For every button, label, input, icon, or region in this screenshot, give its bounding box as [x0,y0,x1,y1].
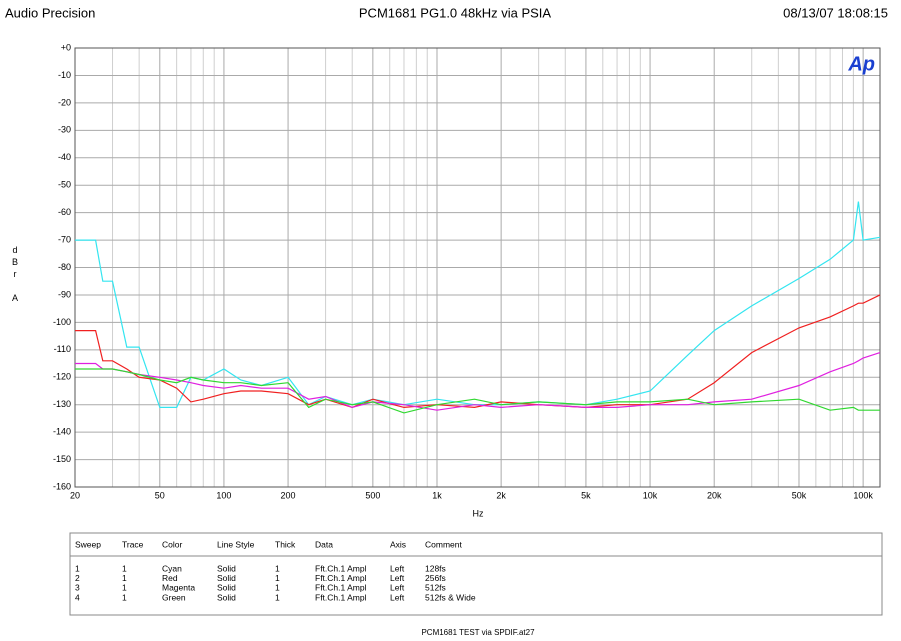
legend-header: Data [315,539,333,549]
legend-cell: Solid [217,583,236,593]
y-tick-label: +0 [61,42,71,52]
series-line [75,368,880,414]
legend-header: Color [162,539,182,549]
y-tick-label: -130 [53,399,71,409]
y-axis-label: dBr A [10,245,20,305]
x-tick-label: 10k [643,490,658,500]
date: 08/13/07 18:08:15 [783,5,888,20]
y-tick-label: -20 [58,97,71,107]
legend-cell: 1 [122,563,127,573]
legend-cell: 1 [275,583,280,593]
x-tick-label: 100 [216,490,231,500]
legend-cell: Fft.Ch.1 Ampl [315,583,367,593]
x-tick-label: 2k [496,490,506,500]
legend-header: Axis [390,539,406,549]
legend-comment: 512fs & Wide [425,592,476,602]
y-tick-label: -60 [58,207,71,217]
legend-header: Sweep [75,539,101,549]
legend-cell: Fft.Ch.1 Ampl [315,592,367,602]
legend-cell: Cyan [162,563,182,573]
x-tick-label: 5k [581,490,591,500]
footer: PCM1681 TEST via SPDIF.at27 [421,628,535,637]
y-tick-label: -120 [53,372,71,382]
x-tick-label: 20 [70,490,80,500]
legend-cell: Magenta [162,583,195,593]
legend-cell: Fft.Ch.1 Ampl [315,563,367,573]
legend-cell: 1 [275,563,280,573]
series-line [75,201,881,408]
legend-cell: Fft.Ch.1 Ampl [315,573,367,583]
legend-comment: 512fs [425,583,446,593]
y-tick-label: -100 [53,317,71,327]
legend-cell: Left [390,583,405,593]
legend-cell: Solid [217,563,236,573]
legend-cell: 1 [275,573,280,583]
series-line [75,294,881,409]
y-tick-label: -140 [53,427,71,437]
y-tick-label: -80 [58,262,71,272]
legend-cell: 1 [275,592,280,602]
x-tick-label: 50 [155,490,165,500]
legend-cell: Red [162,573,178,583]
y-tick-label: -110 [54,344,71,354]
legend-cell: 4 [75,592,80,602]
legend-cell: Left [390,573,405,583]
legend-header: Trace [122,539,144,549]
legend-cell: 1 [122,583,127,593]
y-tick-label: -70 [58,234,71,244]
x-tick-label: 100k [853,490,873,500]
y-tick-label: -160 [53,481,71,491]
legend-cell: Solid [217,592,236,602]
legend-header: Line Style [217,539,255,549]
legend-cell: 1 [122,592,127,602]
legend-cell: Green [162,592,186,602]
x-tick-label: 1k [432,490,442,500]
legend-cell: Left [390,592,405,602]
legend-comment: 128fs [425,563,446,573]
y-tick-label: -90 [58,289,71,299]
x-tick-label: 20k [707,490,722,500]
x-tick-label: 200 [281,490,296,500]
legend-header: Comment [425,539,462,549]
legend-comment: 256fs [425,573,446,583]
legend-cell: 1 [75,563,80,573]
legend-cell: 2 [75,573,80,583]
x-tick-label: 500 [365,490,380,500]
legend-box [69,532,883,616]
y-tick-label: -10 [58,70,71,80]
y-tick-label: -150 [53,454,71,464]
legend-cell: Left [390,563,405,573]
plot-border [74,47,881,488]
y-tick-label: -30 [58,125,71,135]
legend-header: Thick [275,539,296,549]
legend-cell: Solid [217,573,236,583]
y-tick-label: -50 [58,180,71,190]
logo: Ap [847,53,875,75]
chart-title: PCM1681 PG1.0 48kHz via PSIA [359,5,552,20]
legend-cell: 3 [75,583,80,593]
x-axis-label: Hz [473,508,484,518]
y-tick-label: -40 [58,152,71,162]
x-tick-label: 50k [792,490,807,500]
legend-cell: 1 [122,573,127,583]
app-name: Audio Precision [5,5,95,20]
